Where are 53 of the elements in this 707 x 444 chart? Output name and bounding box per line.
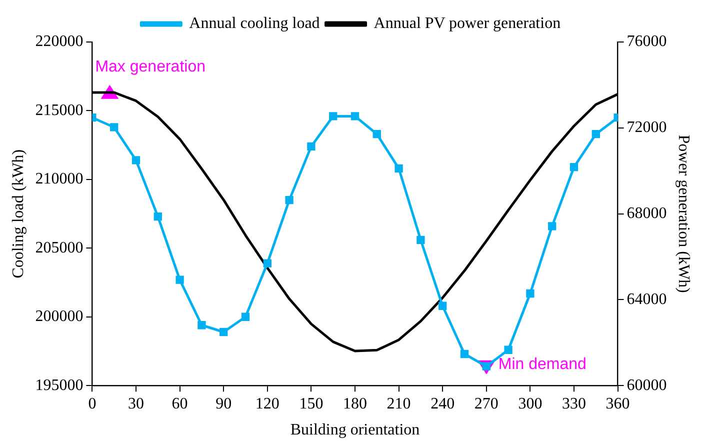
point <box>416 236 425 244</box>
y2-tick-label: 76000 <box>626 33 667 50</box>
x-tick-label: 120 <box>255 395 280 412</box>
point <box>220 328 228 336</box>
x-tick-label: 180 <box>343 395 367 412</box>
annotation: Max generation <box>95 58 206 76</box>
y-tick-label: 205000 <box>35 239 84 256</box>
y2-tick-label: 72000 <box>626 119 667 136</box>
x-tick-label: 300 <box>518 395 542 412</box>
point <box>198 321 206 330</box>
x-tick-label: 240 <box>430 395 455 412</box>
legend-label: Annual PV power generation <box>374 15 561 32</box>
x-tick-label: 90 <box>216 395 232 412</box>
y-tick-label: 210000 <box>35 170 84 188</box>
x-tick-label: 60 <box>172 395 188 412</box>
point <box>154 212 162 221</box>
y-tick-label: 220000 <box>35 33 84 50</box>
annotation: Min demand <box>498 356 586 373</box>
point <box>176 276 184 284</box>
point <box>241 312 250 321</box>
y-tick-label: 200000 <box>35 308 84 326</box>
point <box>372 130 381 138</box>
y-tick-label: 215000 <box>35 102 84 119</box>
y2-tick-label: 64000 <box>626 290 667 308</box>
y2-tick-label: 68000 <box>626 205 667 222</box>
point <box>548 222 556 230</box>
x-tick-label: 270 <box>474 395 498 412</box>
point <box>526 289 534 298</box>
point <box>504 346 512 354</box>
x-tick-label: 210 <box>386 395 411 412</box>
point <box>592 130 600 138</box>
point <box>132 156 140 164</box>
point <box>350 112 360 120</box>
point <box>263 259 272 268</box>
y-axis-title: Cooling load (kWh) <box>10 149 27 278</box>
point <box>438 302 447 310</box>
y-tick-label: 195000 <box>35 376 84 394</box>
point <box>307 142 316 151</box>
point <box>329 112 338 120</box>
point <box>460 350 469 358</box>
point <box>394 164 403 173</box>
x-tick-label: 330 <box>562 395 586 412</box>
x-tick-label: 30 <box>128 395 144 412</box>
x-tick-label: 0 <box>88 395 96 412</box>
point <box>285 196 294 204</box>
point <box>110 123 118 132</box>
legend-label: Annual cooling load <box>189 15 320 32</box>
x-tick-label: 360 <box>606 395 630 412</box>
y2-tick-label: 60000 <box>626 376 667 394</box>
y2-axis-title: Power generation (kWh) <box>675 134 692 293</box>
point <box>570 162 578 172</box>
x-tick-label: 150 <box>299 395 324 412</box>
x-axis-title: Building orientation <box>290 422 420 439</box>
